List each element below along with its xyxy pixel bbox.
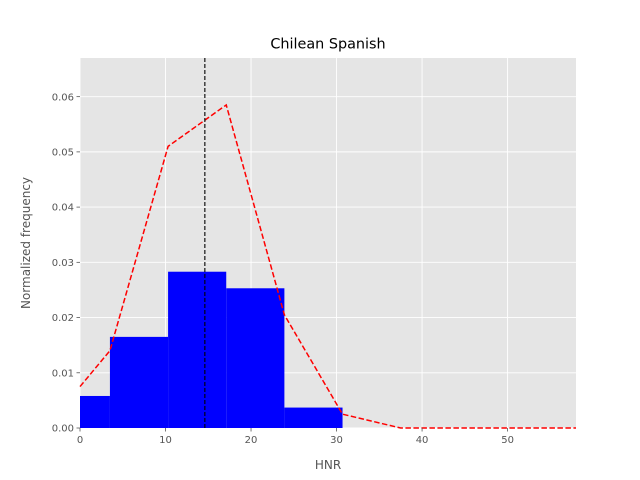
histogram-bar — [284, 407, 343, 428]
y-tick-label: 0.00 — [52, 424, 74, 435]
y-tick-label: 0.05 — [52, 147, 74, 158]
x-tick-label: 10 — [159, 435, 172, 446]
y-axis-ticks: 0.00 0.01 0.02 0.03 0.04 0.05 0.06 — [52, 92, 80, 435]
x-axis-label: HNR — [315, 458, 341, 472]
histogram-bar — [226, 288, 285, 428]
density-curve-line — [79, 103, 576, 429]
histogram-bar — [168, 271, 227, 428]
x-tick-label: 20 — [245, 435, 258, 446]
y-tick-label: 0.06 — [52, 92, 74, 103]
y-tick-label: 0.03 — [52, 258, 74, 269]
x-tick-label: 50 — [501, 435, 514, 446]
x-tick-label: 30 — [330, 435, 343, 446]
histogram-bar — [80, 395, 110, 428]
y-tick-label: 0.04 — [52, 203, 74, 214]
x-tick-label: 40 — [416, 435, 429, 446]
x-tick-label: 0 — [77, 435, 83, 446]
y-tick-label: 0.01 — [52, 368, 74, 379]
histogram-bars — [80, 271, 343, 428]
density-curve-group — [79, 103, 576, 429]
y-axis-label: Normalized frequency — [19, 177, 33, 309]
histogram-bar — [109, 336, 169, 428]
x-axis-ticks: 0 10 20 30 40 50 — [77, 428, 514, 446]
y-tick-label: 0.02 — [52, 313, 74, 324]
chart-title: Chilean Spanish — [270, 37, 385, 53]
